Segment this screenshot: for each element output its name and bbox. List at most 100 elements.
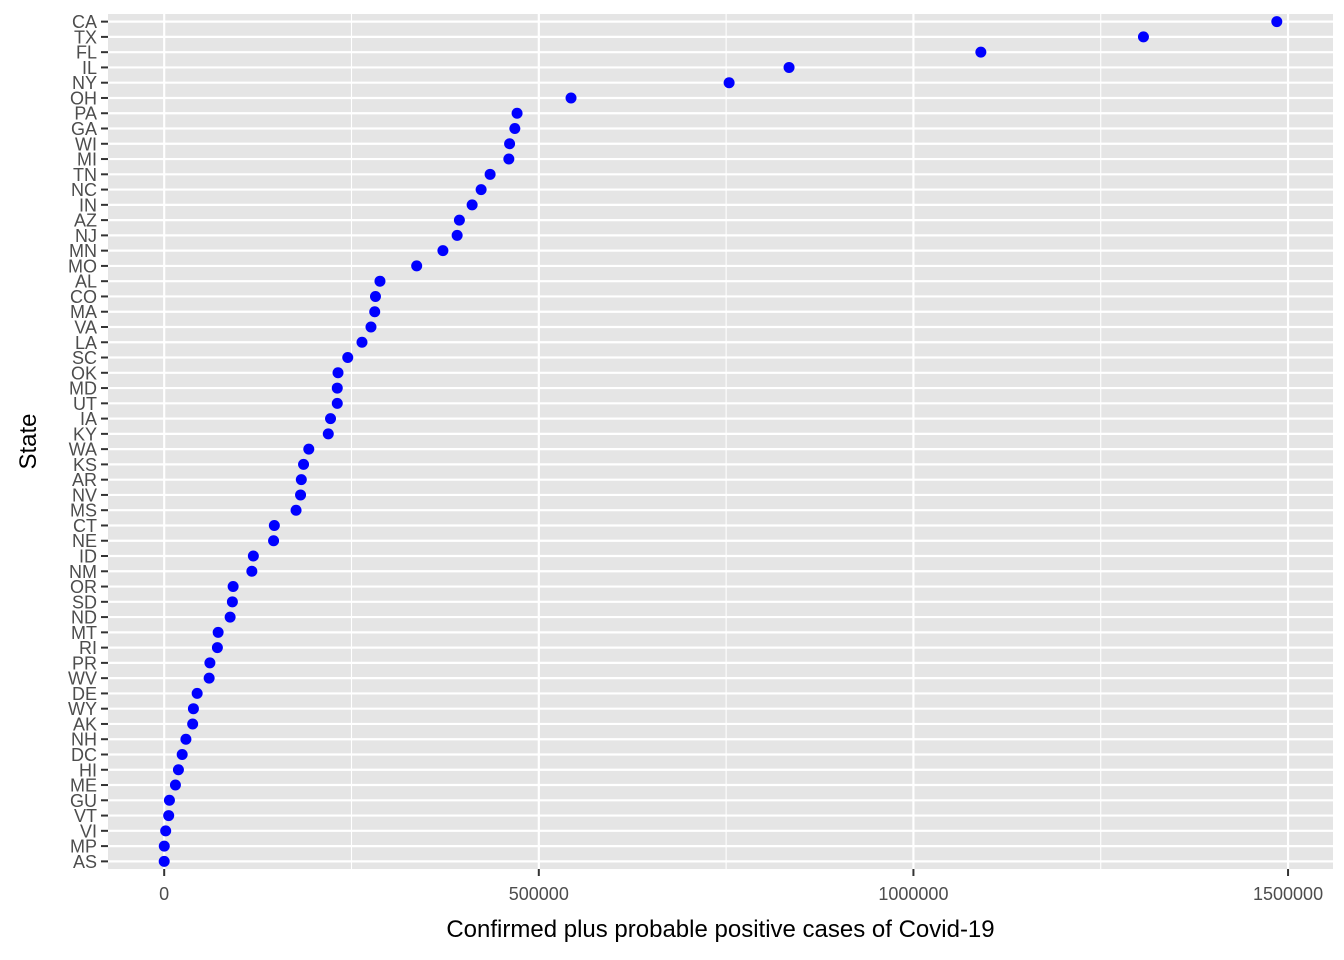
y-tick-label: RI — [79, 638, 97, 658]
data-point — [369, 306, 381, 318]
y-tick-label: SD — [72, 592, 97, 612]
data-point — [484, 168, 496, 180]
data-point — [187, 703, 199, 715]
y-tick-label: WA — [69, 440, 97, 460]
data-point — [331, 382, 343, 394]
data-point — [191, 687, 203, 699]
y-tick-label: NC — [71, 180, 97, 200]
data-point — [158, 840, 170, 852]
data-point — [342, 352, 354, 364]
data-point — [226, 596, 238, 608]
y-tick-label: VI — [80, 821, 97, 841]
y-tick-label: AS — [73, 852, 97, 872]
data-point — [212, 626, 224, 638]
data-point — [158, 855, 170, 867]
x-tick-label: 1500000 — [1253, 884, 1323, 904]
data-point — [411, 260, 423, 272]
y-tick-label: TX — [74, 27, 97, 47]
y-tick-label: AZ — [74, 211, 97, 231]
y-axis-title: State — [15, 413, 42, 469]
data-point — [227, 581, 239, 593]
data-point — [268, 535, 280, 547]
y-tick-label: MT — [71, 623, 97, 643]
y-tick-label: DE — [72, 684, 97, 704]
y-tick-label: ME — [70, 776, 97, 796]
data-point — [180, 733, 192, 745]
data-point — [475, 184, 487, 196]
x-axis-ticks: 0 500000 1000000 1500000 — [159, 869, 1323, 904]
data-point — [176, 748, 188, 760]
y-tick-label: NV — [72, 485, 97, 505]
x-tick-label: 500000 — [509, 884, 569, 904]
y-tick-label: HI — [79, 760, 97, 780]
data-point — [356, 336, 368, 348]
data-point — [332, 367, 344, 379]
plot-panel — [108, 14, 1333, 869]
data-point — [303, 443, 315, 455]
y-tick-label: MI — [77, 150, 97, 170]
y-tick-label: KY — [73, 424, 97, 444]
data-point — [511, 107, 523, 119]
data-point — [365, 321, 377, 333]
data-point — [437, 245, 449, 257]
data-point — [247, 550, 259, 562]
y-tick-label: CT — [73, 516, 97, 536]
data-point — [453, 214, 465, 226]
x-tick-label: 0 — [159, 884, 169, 904]
data-point — [322, 428, 334, 440]
y-gridlines — [108, 20, 1333, 863]
data-point — [268, 519, 280, 531]
data-point — [509, 123, 521, 135]
y-tick-label: CA — [72, 12, 97, 32]
y-tick-label: NJ — [75, 226, 97, 246]
y-tick-label: NY — [72, 73, 97, 93]
y-tick-label: WV — [68, 669, 97, 689]
x-tick-label: 1000000 — [878, 884, 948, 904]
data-point — [295, 489, 307, 501]
y-tick-label: FL — [76, 43, 97, 63]
data-point — [169, 779, 181, 791]
data-point — [160, 825, 172, 837]
data-point — [975, 46, 987, 58]
y-tick-label: ND — [71, 608, 97, 628]
data-point — [369, 290, 381, 302]
y-axis-ticks: CATXFLILNYOHPAGAWIMITNNCINAZNJMNMOALCOMA… — [68, 12, 108, 872]
data-point — [295, 474, 307, 486]
y-tick-label: KS — [73, 455, 97, 475]
data-point — [466, 199, 478, 211]
data-point — [565, 92, 577, 104]
y-tick-label: LA — [75, 333, 97, 353]
y-tick-label: ID — [79, 547, 97, 567]
y-tick-label: WY — [68, 699, 97, 719]
y-tick-label: DC — [71, 745, 97, 765]
y-tick-label: AL — [75, 272, 97, 292]
data-point — [1271, 16, 1283, 28]
y-tick-label: PR — [72, 653, 97, 673]
data-points — [158, 16, 1283, 867]
data-point — [723, 77, 735, 89]
y-tick-label: SC — [72, 348, 97, 368]
y-tick-label: OK — [71, 363, 97, 383]
data-point — [451, 229, 463, 241]
data-point — [224, 611, 236, 623]
data-point — [172, 764, 184, 776]
y-tick-label: NH — [71, 730, 97, 750]
data-point — [504, 138, 516, 150]
y-tick-label: MO — [68, 256, 97, 276]
y-tick-label: IA — [80, 409, 97, 429]
y-tick-label: OR — [70, 577, 97, 597]
y-tick-label: NM — [69, 562, 97, 582]
data-point — [374, 275, 386, 287]
y-tick-label: GA — [71, 119, 97, 139]
y-tick-label: VT — [74, 806, 97, 826]
data-point — [325, 413, 337, 425]
y-tick-label: MS — [70, 501, 97, 521]
y-tick-label: OH — [70, 88, 97, 108]
data-point — [290, 504, 302, 516]
data-point — [211, 642, 223, 654]
data-point — [783, 61, 795, 73]
y-tick-label: MP — [70, 837, 97, 857]
data-point — [298, 458, 310, 470]
y-tick-label: WI — [75, 134, 97, 154]
